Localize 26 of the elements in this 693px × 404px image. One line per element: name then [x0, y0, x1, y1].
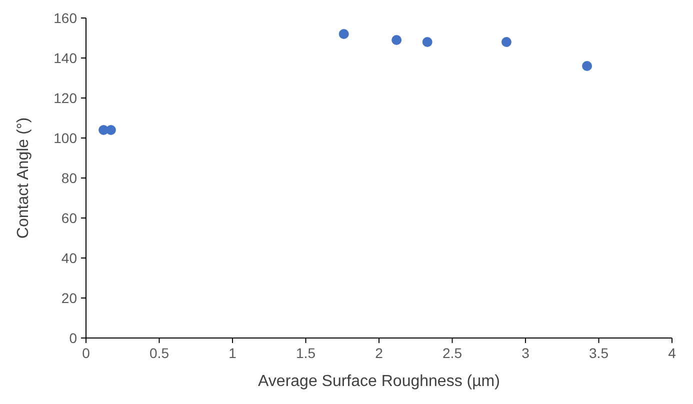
x-tick-label: 0.5 [150, 345, 170, 361]
point [338, 29, 349, 39]
point [501, 37, 512, 47]
point [422, 37, 432, 47]
y-tick-label: 20 [61, 290, 78, 306]
x-tick-label: 1 [228, 345, 237, 361]
y-tick-label: 60 [61, 210, 78, 226]
x-tick-label: 2 [375, 345, 384, 361]
y-tick-label: 160 [54, 10, 78, 26]
y-axis-title: Contact Angle (°) [15, 117, 32, 239]
x-tick-label: 2.5 [442, 345, 462, 361]
y-tick-label: 0 [69, 330, 78, 346]
point [392, 35, 402, 45]
y-tick-label: 80 [61, 170, 78, 186]
x-tick-label: 3 [522, 345, 530, 361]
x-axis-title: Average Surface Roughness (µm) [258, 373, 500, 390]
y-tick-label: 100 [54, 130, 78, 146]
x-tick-label: 0 [82, 345, 90, 361]
point [582, 61, 592, 71]
x-tick-label: 3.5 [589, 345, 609, 361]
x-tick-label: 1.5 [296, 345, 316, 361]
x-tick-label: 4 [668, 345, 676, 361]
y-tick-label: 40 [61, 250, 78, 266]
y-tick-label: 140 [54, 50, 78, 66]
y-tick-label: 120 [54, 90, 78, 106]
point [106, 125, 116, 135]
